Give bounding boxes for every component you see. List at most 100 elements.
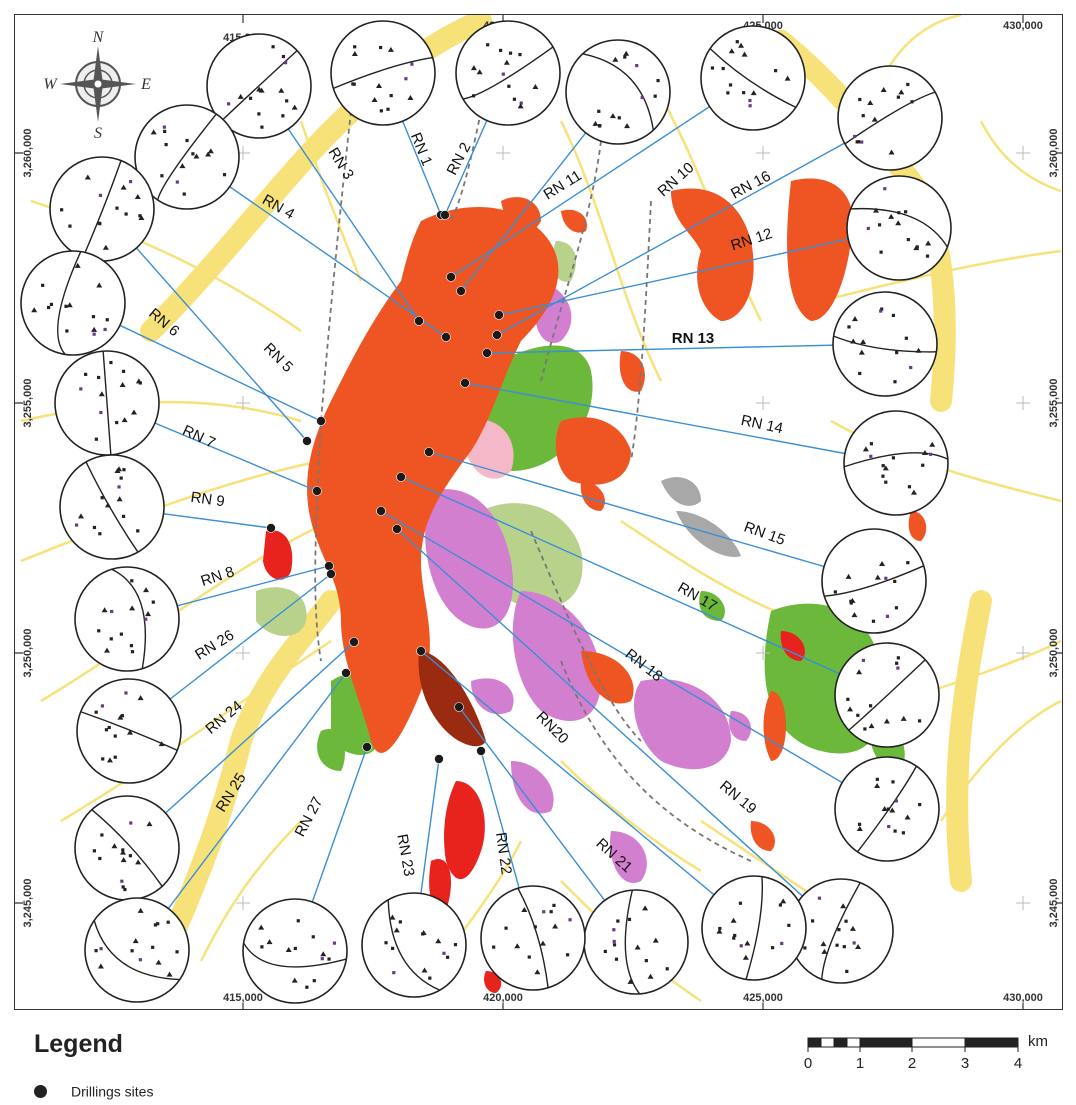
- stereonet-rn-10: [565, 39, 671, 145]
- stereonet-rn-19: [788, 878, 894, 984]
- leader-line-rn-19: [396, 528, 842, 932]
- map-canvas: 415,000 420,000 425,000 430,000 415,000 …: [15, 15, 1062, 1009]
- leader-line-rn-15: [428, 451, 875, 582]
- main-drainage: [140, 15, 992, 992]
- leader-line-rn-25: [136, 672, 347, 951]
- stereonet-rn-25: [84, 897, 190, 1003]
- scale-label-3: 3: [961, 1055, 969, 1072]
- stereonet-rn-23: [361, 892, 467, 998]
- leader-line-rn-13: [486, 343, 886, 354]
- stereonet-rn-5: [49, 156, 155, 262]
- drilling-sites: [266, 210, 504, 764]
- south-label: S: [94, 125, 102, 142]
- scale-bar: 0 1 2 3 4 km: [804, 1033, 1048, 1072]
- brown-unit: [418, 651, 486, 747]
- leader-line-rn-17: [400, 476, 888, 696]
- stereonet-rn-1: [330, 20, 436, 126]
- stereonet-rn-27: [242, 898, 348, 1004]
- drilling-site-rn-14: [460, 378, 470, 388]
- site-label-rn-9: RN 9: [190, 489, 226, 511]
- stereonet-rn-16: [837, 65, 943, 171]
- drilling-site-rn-12: [494, 310, 504, 320]
- leader-line-rn-18: [380, 510, 888, 810]
- stereonets: [20, 20, 952, 1004]
- stereonet-rn-18: [834, 756, 940, 862]
- geologic-map: 415,000 420,000 425,000 430,000 415,000 …: [14, 14, 1063, 1010]
- coord-left-0: 3,260,000: [22, 129, 34, 178]
- frame-ticks: [15, 15, 1062, 1009]
- drilling-site-rn-7: [312, 486, 322, 496]
- site-label-rn-7: RN 7: [180, 422, 218, 452]
- coord-left-3: 3,245,000: [22, 879, 34, 928]
- drilling-site-rn-24: [349, 637, 359, 647]
- fault-lines: [314, 110, 752, 862]
- west-label: W: [43, 76, 58, 93]
- graticule-crosses: [236, 146, 1030, 910]
- site-label-rn-1: RN 1: [407, 130, 436, 168]
- pink-units: [425, 191, 821, 883]
- coord-right-0: 3,260,000: [1048, 129, 1060, 178]
- site-label-rn-11: RN 11: [541, 167, 585, 203]
- east-label: E: [140, 76, 151, 93]
- coord-left-2: 3,250,000: [22, 629, 34, 678]
- drilling-site-rn-18: [376, 506, 386, 516]
- legend-item-drilling-sites: Drillings sites: [34, 1082, 153, 1099]
- leader-line-rn-12: [498, 227, 900, 316]
- drilling-site-rn-27: [362, 742, 372, 752]
- drilling-site-rn-11: [446, 272, 456, 282]
- stereonet-rn-7: [54, 350, 160, 456]
- site-label-rn-5: RN 5: [260, 340, 296, 376]
- leader-line-rn20: [420, 650, 755, 929]
- stereonet-rn-13: [832, 291, 938, 397]
- stereonet-rn-8: [74, 566, 180, 672]
- site-label-rn-3: RN 3: [325, 145, 358, 183]
- site-label-rn-13: RN 13: [672, 330, 715, 347]
- drilling-site-rn-13: [482, 348, 492, 358]
- scale-label-4: 4: [1014, 1055, 1022, 1072]
- stereonet-rn-6: [20, 250, 126, 356]
- scale-label-0: 0: [804, 1055, 812, 1072]
- drilling-site-rn-4: [441, 332, 451, 342]
- site-label-rn-27: RN 27: [292, 794, 327, 840]
- coord-left-1: 3,255,000: [22, 379, 34, 428]
- stereonet-rn-15: [821, 528, 927, 634]
- drilling-site-rn-15: [424, 447, 434, 457]
- leader-line-rn-16: [496, 117, 891, 336]
- scale-label-2: 2: [908, 1055, 916, 1072]
- site-label-rn-19: RN 19: [716, 777, 760, 817]
- coord-right-2: 3,250,000: [1048, 629, 1060, 678]
- coord-bottom-2: 425,000: [743, 992, 783, 1004]
- legend-title: Legend: [34, 1030, 123, 1058]
- coord-bottom-1: 420,000: [483, 992, 523, 1004]
- drilling-site-rn-8: [324, 561, 334, 571]
- drilling-site-symbol-icon: [34, 1084, 47, 1098]
- site-label-rn-14: RN 14: [739, 412, 784, 437]
- drilling-site-rn-3: [414, 316, 424, 326]
- stereonet-rn20: [701, 875, 807, 981]
- stereonet-rn-9: [59, 454, 165, 560]
- site-label-rn-26: RN 26: [192, 627, 237, 664]
- drilling-site-rn-25: [341, 668, 351, 678]
- north-arrow-icon: N S W E: [43, 29, 151, 142]
- stereonet-rn-14: [843, 410, 949, 516]
- drilling-site-rn-17: [396, 472, 406, 482]
- coord-bottom-3: 430,000: [1003, 992, 1043, 1004]
- stereonet-rn-2: [455, 20, 561, 126]
- leader-line-rn-11: [450, 77, 754, 278]
- coord-top-3: 430,000: [1003, 20, 1043, 32]
- leader-line-rn-14: [464, 382, 897, 464]
- coord-bottom-0: 415,000: [223, 992, 263, 1004]
- drilling-site-rn-21: [454, 702, 464, 712]
- legend-drilling-label: Drillings sites: [71, 1083, 154, 1100]
- scale-label-1: 1: [856, 1055, 864, 1072]
- stereonet-rn-12: [846, 175, 952, 281]
- drilling-site-rn-23: [434, 754, 444, 764]
- drilling-site-rn20: [416, 646, 426, 656]
- site-label-rn-22: RN 22: [492, 831, 515, 875]
- north-label: N: [92, 29, 105, 46]
- stereonet-rn-11: [700, 25, 806, 131]
- site-label-rn-16: RN 16: [728, 168, 774, 203]
- stereonet-rn-22: [480, 885, 586, 991]
- drilling-site-rn-6: [316, 416, 326, 426]
- drilling-site-rn-22: [476, 746, 486, 756]
